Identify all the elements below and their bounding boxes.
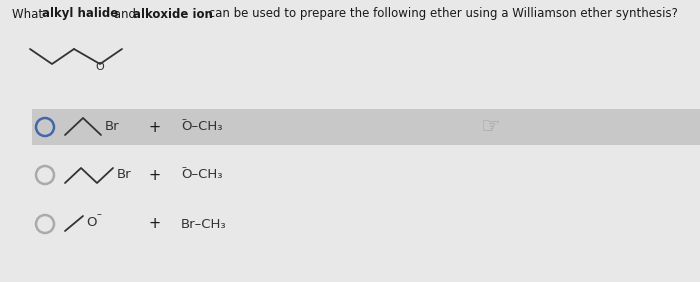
- Text: alkoxide ion: alkoxide ion: [133, 8, 213, 21]
- Text: alkyl halide: alkyl halide: [42, 8, 118, 21]
- Text: –: –: [182, 162, 187, 172]
- Text: can be used to prepare the following ether using a Williamson ether synthesis?: can be used to prepare the following eth…: [205, 8, 678, 21]
- Text: +: +: [149, 120, 161, 135]
- Text: –: –: [97, 209, 102, 219]
- Text: What: What: [12, 8, 47, 21]
- Text: O: O: [96, 62, 104, 72]
- Text: O: O: [86, 215, 97, 228]
- Text: –: –: [182, 114, 187, 124]
- Text: ☞: ☞: [480, 117, 500, 137]
- Text: O–CH₃: O–CH₃: [181, 169, 223, 182]
- Text: Br: Br: [105, 120, 120, 133]
- Text: Br: Br: [117, 169, 132, 182]
- Text: O–CH₃: O–CH₃: [181, 120, 223, 133]
- Text: Br–CH₃: Br–CH₃: [181, 217, 227, 230]
- Text: +: +: [149, 217, 161, 232]
- Bar: [32, 109, 700, 145]
- Text: +: +: [149, 168, 161, 182]
- Text: and: and: [110, 8, 140, 21]
